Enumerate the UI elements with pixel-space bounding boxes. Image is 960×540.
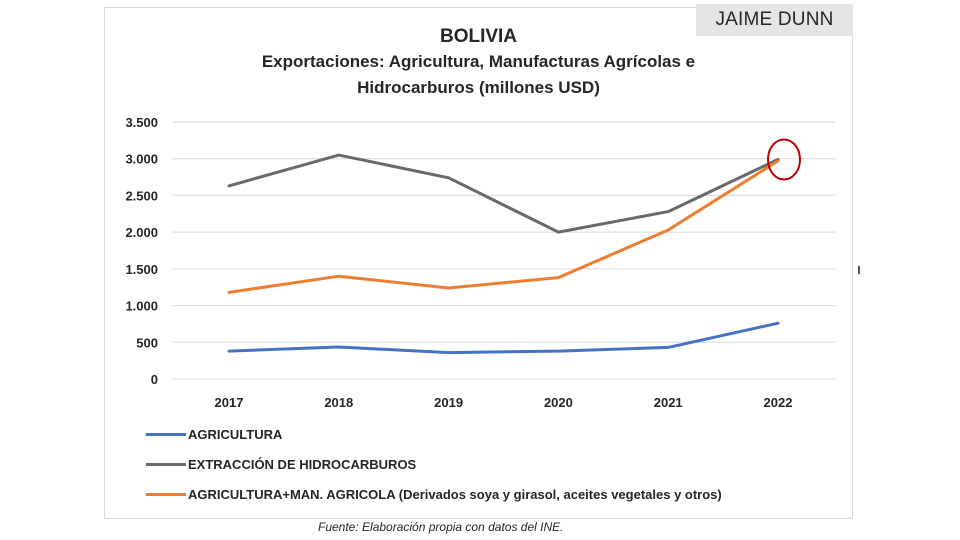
- x-tick-label: 2022: [764, 395, 793, 410]
- x-tick-label: 2020: [544, 395, 573, 410]
- x-axis-ticks: 2017 2018 2019 2020 2021 2022: [215, 395, 793, 410]
- series-line-1: [227, 153, 780, 234]
- chart-subtitle-line-2: Hidrocarburos (millones USD): [357, 78, 600, 97]
- y-tick-label: 3.000: [125, 152, 158, 167]
- annotations: [767, 138, 801, 181]
- x-tick-label: 2019: [434, 395, 463, 410]
- chart-subtitle-line-1: Exportaciones: Agricultura, Manufacturas…: [261, 52, 696, 71]
- chart-frame: [104, 7, 853, 519]
- legend-swatch-hidrocarburos: [146, 463, 186, 466]
- y-tick-label: 2.500: [125, 188, 158, 203]
- x-tick-label: 2017: [215, 395, 244, 410]
- y-tick-label: 1.000: [125, 299, 158, 314]
- chart-title: BOLIVIA: [439, 26, 518, 47]
- y-tick-label: 500: [136, 335, 158, 350]
- x-tick-label: 2021: [654, 395, 683, 410]
- legend-item-agricultura-manufacturas: AGRICULTURA+MAN. AGRICOLA (Derivados soy…: [146, 487, 722, 502]
- legend-item-agricultura: AGRICULTURA: [146, 427, 282, 442]
- y-axis-ticks: 0 500 1.000 1.500 2.000 2.500 3.000 3.500: [125, 115, 158, 387]
- legend-item-hidrocarburos: EXTRACCIÓN DE HIDROCARBUROS: [146, 457, 416, 472]
- author-tag: JAIME DUNN: [696, 4, 853, 36]
- y-tick-label: 2.000: [125, 225, 158, 240]
- legend-label: EXTRACCIÓN DE HIDROCARBUROS: [188, 457, 417, 472]
- x-tick-label: 2018: [324, 395, 353, 410]
- series-line-2: [227, 159, 780, 294]
- legend-label: AGRICULTURA: [188, 427, 283, 442]
- legend-swatch-agricultura-manufacturas: [146, 493, 186, 496]
- highlight-circle: [767, 138, 801, 181]
- source-note: Fuente: Elaboración propia con datos del…: [318, 520, 564, 534]
- y-tick-label: 3.500: [125, 115, 158, 130]
- y-tick-label: 0: [151, 372, 158, 387]
- legend-swatch-agricultura: [146, 433, 186, 436]
- legend-label: AGRICULTURA+MAN. AGRICOLA (Derivados soy…: [188, 487, 722, 502]
- series-lines: [227, 153, 780, 355]
- y-tick-label: 1.500: [125, 262, 158, 277]
- series-line-0: [227, 321, 780, 355]
- gridlines: [172, 121, 836, 380]
- stray-mark: [858, 266, 860, 274]
